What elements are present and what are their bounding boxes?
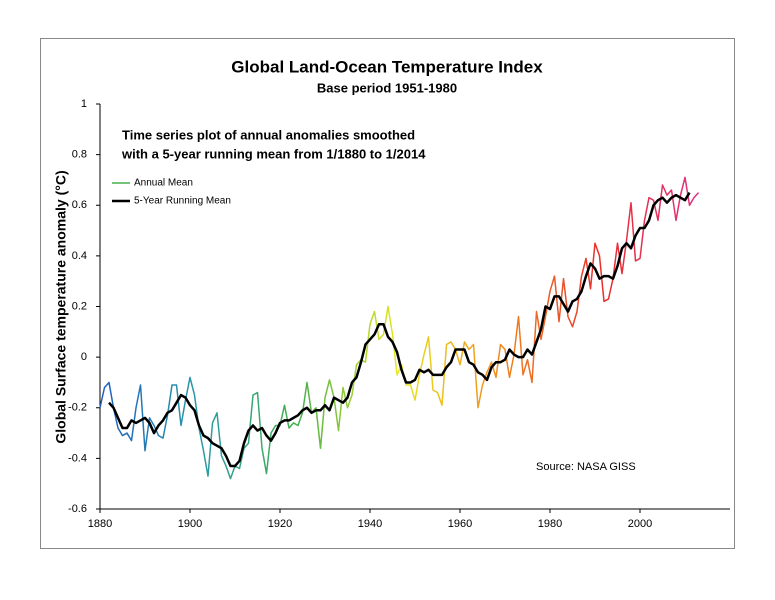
x-tick-label: 1960 [448, 518, 472, 530]
y-tick-label: 0.4 [72, 250, 87, 262]
annotation: Time series plot of annual anomalies smo… [122, 127, 415, 142]
legend-label: 5-Year Running Mean [134, 196, 231, 207]
legend-label: Annual Mean [134, 178, 193, 189]
y-tick-label: -0.6 [68, 503, 87, 515]
x-tick-label: 1940 [358, 518, 382, 530]
source-note: Source: NASA GISS [536, 461, 636, 473]
running-mean-line [108, 191, 691, 468]
y-tick-label: 1 [81, 98, 87, 110]
y-tick-label: 0.2 [72, 300, 87, 312]
y-tick-label: 0 [81, 351, 87, 363]
y-tick-label: -0.4 [68, 452, 87, 464]
frame [40, 38, 735, 549]
y-axis-label: Global Surface temperature anomaly (°C) [53, 170, 69, 443]
y-tick-label: 0.6 [72, 199, 87, 211]
x-tick-label: 1880 [88, 518, 112, 530]
chart-title: Global Land-Ocean Temperature Index [231, 57, 543, 76]
annotation: with a 5-year running mean from 1/1880 t… [121, 146, 426, 161]
y-tick-label: 0.8 [72, 149, 87, 161]
x-tick-label: 1980 [538, 518, 562, 530]
y-tick-label: -0.2 [68, 402, 87, 414]
x-tick-label: 2000 [628, 518, 652, 530]
annual-line [99, 176, 700, 480]
chart-subtitle: Base period 1951-1980 [317, 80, 457, 95]
x-tick-label: 1900 [178, 518, 202, 530]
x-tick-label: 1920 [268, 518, 292, 530]
